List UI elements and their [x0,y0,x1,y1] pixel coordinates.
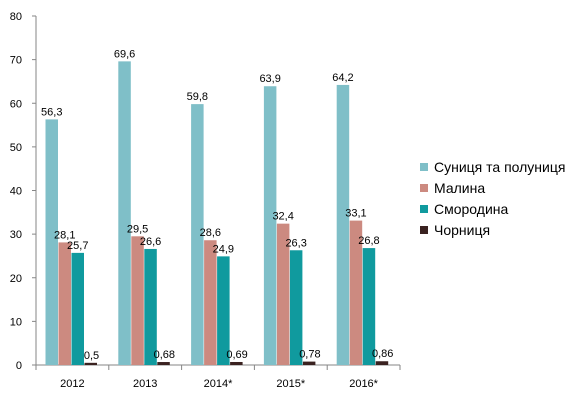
x-tick-label: 2012 [60,378,84,390]
legend-label: Суниця та полуниця [434,158,566,175]
data-label: 26,6 [140,236,161,248]
bar-4 [84,362,97,365]
bar-4 [375,361,389,365]
y-tick-label: 30 [10,229,22,241]
y-tick-label: 50 [10,142,22,154]
x-tick-label: 2013 [133,378,157,390]
data-label: 0,68 [154,349,175,361]
bar-1 [118,61,131,366]
bar-2 [349,220,363,365]
bar-1 [263,86,277,365]
bar-1 [336,84,350,366]
data-label: 63,9 [259,73,280,85]
legend-label: Малина [434,179,486,196]
data-label: 26,3 [285,237,306,249]
bar-2 [58,242,71,365]
bar-2 [276,223,290,365]
data-label: 26,8 [358,235,379,247]
bar-3 [144,248,157,365]
x-tick-label: 2015* [276,378,305,390]
y-tick-label: 10 [10,316,22,328]
legend-label: Смородина [434,200,509,217]
bar-3 [71,252,84,365]
data-label: 0,86 [372,348,393,360]
chart-legend: Суниця та полуниця Малина Смородина Чорниця [420,156,565,240]
data-label: 29,5 [127,223,148,235]
data-label: 28,6 [200,227,221,239]
legend-item: Смородина [420,198,565,219]
legend-swatch [420,162,428,171]
data-label: 0,78 [299,349,320,361]
y-tick-label: 80 [10,11,22,23]
bar-2 [204,240,217,365]
legend-item: Суниця та полуниця [420,156,565,177]
legend-item: Малина [420,177,565,198]
bar-2 [131,236,144,365]
legend-swatch [420,183,428,192]
data-label: 56,3 [41,106,62,118]
bar-4 [157,362,170,365]
data-label: 0,5 [84,350,99,362]
bar-3 [217,256,230,365]
x-tick-label: 2016* [349,378,378,390]
y-tick-label: 70 [10,55,22,67]
data-label: 0,69 [226,349,247,361]
y-tick-label: 60 [10,98,22,110]
x-tick-label: 2014* [204,378,233,390]
data-label: 25,7 [67,240,88,252]
data-label: 24,9 [213,243,234,255]
legend-swatch [420,225,428,234]
bar-4 [302,361,316,365]
y-tick-label: 0 [16,360,22,372]
bar-1 [191,104,204,365]
bar-3 [289,250,303,365]
y-tick-label: 40 [10,186,22,198]
data-label: 28,1 [54,229,75,241]
data-label: 59,8 [187,91,208,103]
legend-swatch [420,204,428,213]
y-tick-label: 20 [10,273,22,285]
data-label: 32,4 [272,211,293,223]
data-label: 33,1 [345,208,366,220]
data-label: 64,2 [332,72,353,84]
bar-3 [362,248,376,365]
legend-item: Чорниця [420,219,565,240]
bar-1 [45,119,58,365]
data-label: 69,6 [114,48,135,60]
legend-label: Чорниця [434,221,491,238]
bar-4 [230,361,243,365]
